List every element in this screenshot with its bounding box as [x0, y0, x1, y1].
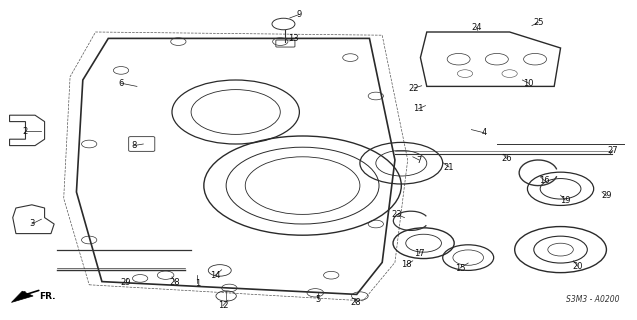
- Text: 1: 1: [195, 279, 200, 288]
- Text: 5: 5: [316, 295, 321, 304]
- Text: 22: 22: [409, 84, 419, 92]
- Text: 9: 9: [297, 10, 302, 19]
- Text: 10: 10: [524, 79, 534, 88]
- Polygon shape: [11, 291, 33, 302]
- Text: 15: 15: [455, 264, 465, 273]
- Text: 28: 28: [170, 278, 180, 287]
- Text: S3M3 - A0200: S3M3 - A0200: [566, 295, 619, 304]
- Text: 29: 29: [601, 191, 612, 200]
- Text: 13: 13: [288, 34, 298, 43]
- Text: 28: 28: [350, 298, 361, 307]
- Text: 26: 26: [501, 154, 512, 163]
- Text: 27: 27: [608, 146, 618, 155]
- Text: 3: 3: [29, 220, 34, 228]
- Text: 20: 20: [573, 262, 583, 271]
- Text: 14: 14: [210, 271, 220, 280]
- Text: 25: 25: [533, 18, 543, 27]
- Text: 6: 6: [118, 79, 124, 88]
- Text: 2: 2: [23, 127, 28, 136]
- Text: 12: 12: [218, 301, 228, 310]
- Text: FR.: FR.: [39, 292, 56, 301]
- Text: 16: 16: [540, 176, 550, 185]
- Text: 24: 24: [471, 23, 482, 32]
- Text: 21: 21: [444, 163, 454, 172]
- Text: 11: 11: [413, 104, 424, 113]
- Text: 29: 29: [121, 278, 131, 287]
- Text: 7: 7: [417, 156, 422, 164]
- Text: 19: 19: [560, 196, 570, 204]
- Text: 4: 4: [482, 128, 487, 137]
- Text: 23: 23: [392, 210, 402, 219]
- Text: 18: 18: [401, 260, 412, 269]
- Text: 17: 17: [414, 249, 424, 258]
- Text: 8: 8: [131, 141, 136, 150]
